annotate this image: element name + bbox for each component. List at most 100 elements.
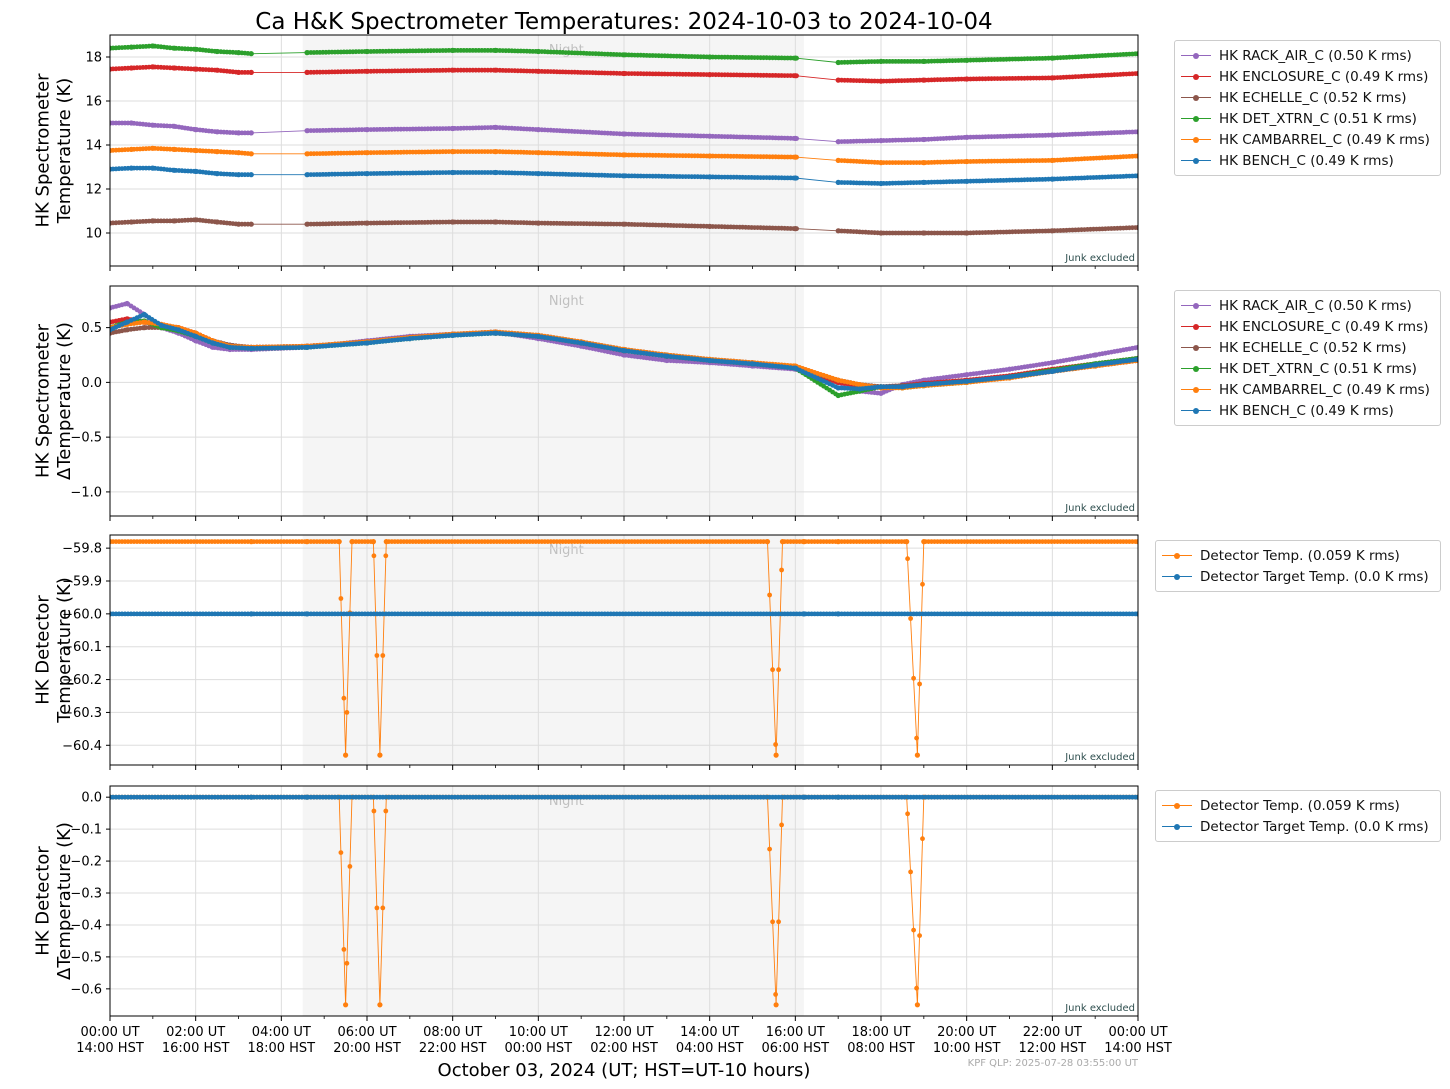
- y-tick-label: −60.0: [62, 607, 102, 622]
- y-tick-label: −59.9: [62, 575, 102, 590]
- data-point: [383, 553, 389, 559]
- data-point: [235, 172, 242, 178]
- data-point: [450, 169, 456, 176]
- data-point: [578, 340, 584, 346]
- data-point: [921, 382, 927, 388]
- data-point: [921, 77, 927, 83]
- data-point: [235, 50, 242, 56]
- data-point: [773, 752, 779, 758]
- data-point: [905, 556, 910, 562]
- data-point: [964, 372, 970, 378]
- y-tick-label: 10: [85, 227, 102, 242]
- y-axis-label-line: HK Spectrometer: [32, 323, 53, 478]
- data-point: [304, 344, 310, 350]
- data-point: [374, 653, 380, 658]
- y-tick-label: 18: [85, 51, 102, 66]
- data-point: [1135, 70, 1138, 77]
- data-point: [364, 48, 370, 55]
- data-point: [664, 357, 670, 364]
- data-point: [1049, 157, 1055, 163]
- night-shading: [302, 286, 804, 516]
- y-tick-label: 12: [85, 183, 102, 198]
- data-point: [792, 175, 798, 181]
- data-point: [835, 59, 841, 66]
- data-point: [171, 123, 177, 129]
- data-point: [917, 681, 922, 687]
- data-point: [535, 171, 541, 177]
- data-point: [707, 357, 713, 364]
- data-point: [377, 752, 383, 758]
- data-point: [193, 217, 199, 223]
- data-point: [171, 218, 177, 224]
- data-point: [248, 221, 254, 227]
- data-point: [150, 64, 156, 70]
- data-point: [801, 539, 807, 545]
- data-point: [336, 539, 342, 545]
- night-shading: [302, 535, 804, 765]
- data-point: [214, 129, 220, 135]
- data-point: [707, 72, 713, 78]
- data-point: [214, 219, 220, 225]
- data-point: [749, 361, 756, 367]
- data-point: [792, 55, 798, 61]
- data-point: [835, 139, 841, 145]
- data-point: [835, 179, 841, 185]
- data-point: [214, 67, 220, 73]
- data-point: [214, 149, 220, 155]
- data-point: [383, 539, 389, 545]
- data-point: [128, 120, 134, 126]
- data-point: [921, 179, 927, 185]
- data-point: [193, 333, 199, 339]
- data-point: [214, 171, 220, 177]
- data-point: [911, 675, 916, 681]
- y-tick-label: 16: [85, 95, 102, 110]
- data-point: [235, 150, 242, 156]
- data-point: [150, 218, 156, 224]
- data-point: [110, 147, 113, 154]
- data-point: [1049, 55, 1055, 61]
- data-point: [235, 69, 242, 75]
- data-point: [707, 133, 713, 139]
- data-point: [450, 47, 456, 54]
- y-tick-label: −59.8: [62, 542, 102, 557]
- data-point: [110, 305, 113, 311]
- data-point: [535, 127, 541, 133]
- data-point: [235, 221, 242, 227]
- data-point: [1049, 360, 1055, 366]
- data-point: [248, 539, 254, 545]
- data-point: [1049, 228, 1055, 234]
- data-point: [535, 220, 541, 226]
- data-point: [450, 125, 456, 132]
- data-point: [304, 172, 310, 178]
- data-point: [248, 69, 254, 75]
- data-point: [914, 752, 921, 758]
- data-point: [621, 70, 627, 77]
- y-axis-label: HK SpectrometerΔTemperature (K): [32, 322, 75, 480]
- data-point: [621, 152, 627, 158]
- y-tick-label: 0.0: [81, 376, 102, 391]
- data-point: [304, 221, 310, 227]
- data-point: [1135, 51, 1138, 57]
- data-point: [878, 390, 884, 396]
- data-point: [124, 327, 130, 333]
- data-point: [450, 219, 456, 225]
- data-point: [128, 44, 134, 50]
- data-point: [535, 150, 541, 156]
- data-point: [158, 322, 164, 328]
- data-point: [878, 78, 884, 84]
- data-point: [370, 539, 376, 545]
- data-point: [835, 228, 841, 234]
- night-label: Night: [549, 294, 584, 309]
- data-point: [110, 45, 113, 51]
- data-point: [964, 76, 970, 82]
- data-point: [364, 68, 370, 74]
- data-point: [110, 319, 113, 325]
- data-point: [450, 332, 456, 338]
- data-point: [964, 230, 970, 236]
- data-point: [878, 138, 884, 144]
- data-point: [1006, 366, 1013, 372]
- data-point: [124, 319, 130, 325]
- data-point: [964, 134, 970, 140]
